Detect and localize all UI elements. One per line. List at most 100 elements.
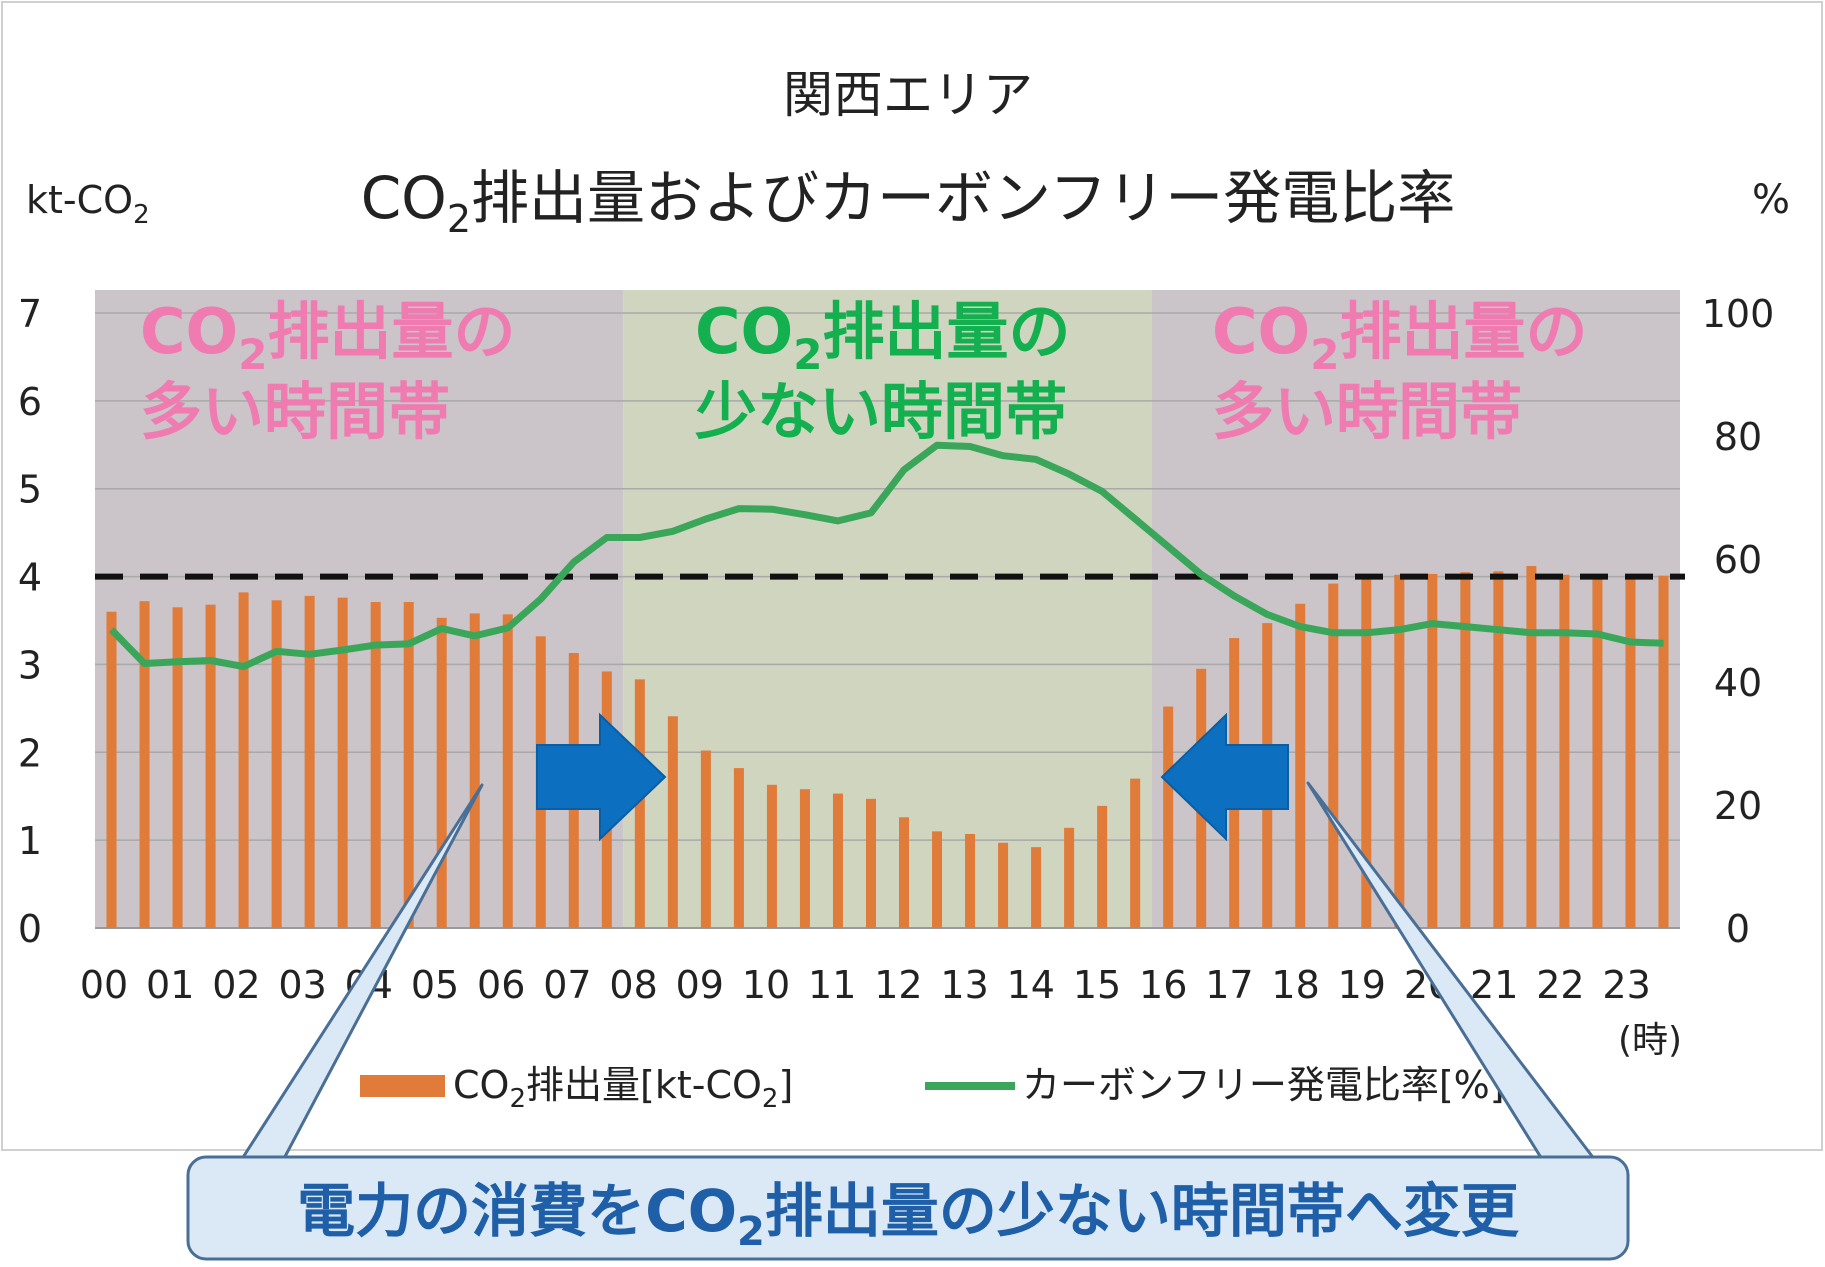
co2-bar-45: [1592, 575, 1603, 928]
y-right-tick-1: 20: [1714, 784, 1762, 828]
legend-bar-co: CO: [453, 1063, 509, 1107]
y-left-unit: kt-CO2: [26, 178, 150, 230]
x-tick-18: 18: [1271, 963, 1319, 1007]
y-right-tick-0: 0: [1726, 907, 1750, 951]
co2-bar-41: [1460, 572, 1471, 928]
x-unit-label: (時): [1618, 1020, 1682, 1061]
x-tick-5: 05: [411, 963, 459, 1007]
x-tick-23: 23: [1602, 963, 1650, 1007]
y-left-unit-sub: 2: [133, 200, 150, 230]
band-label-rest-1: 排出量の: [822, 295, 1070, 368]
y-left-tick-5: 5: [18, 468, 42, 512]
shaded-bands: [95, 290, 1680, 928]
legend-bar-swatch: [360, 1075, 445, 1097]
y-left-tick-4: 4: [18, 556, 42, 600]
co2-bar-42: [1493, 571, 1504, 928]
co2-bar-5: [271, 600, 282, 928]
x-tick-13: 13: [940, 963, 988, 1007]
co2-bar-18: [700, 750, 711, 928]
band-label-line1-1: CO2排出量の: [695, 295, 1070, 379]
x-tick-10: 10: [742, 963, 790, 1007]
y-left-tick-6: 6: [18, 380, 42, 424]
co2-bar-12: [502, 614, 513, 928]
co2-bar-37: [1328, 583, 1339, 928]
x-tick-19: 19: [1338, 963, 1386, 1007]
co2-bar-16: [634, 679, 645, 928]
co2-bar-11: [469, 613, 480, 928]
co2-bar-26: [965, 833, 976, 928]
band-label-co-1: CO: [695, 295, 793, 368]
legend-bar-sub: 2: [509, 1084, 526, 1114]
co2-bar-29: [1064, 827, 1075, 928]
legend-line-label: カーボンフリー発電比率[%]: [1022, 1063, 1505, 1107]
co2-bar-4: [238, 592, 249, 928]
co2-bar-7: [337, 597, 348, 928]
co2-bar-44: [1559, 574, 1570, 928]
co2-bar-36: [1295, 603, 1306, 928]
subtitle-sub: 2: [447, 197, 471, 241]
legend-bar-sub2: 2: [762, 1084, 779, 1114]
carbon-free-ratio-line: [108, 441, 1664, 671]
co2-bar-40: [1427, 573, 1438, 928]
y-left-tick-0: 0: [18, 907, 42, 951]
subtitle-co: CO: [361, 164, 447, 232]
y-left-unit-main: kt-CO: [26, 178, 133, 222]
co2-bar-43: [1526, 566, 1537, 928]
legend-bar-end: ]: [778, 1063, 793, 1107]
co2-bar-23: [865, 798, 876, 928]
x-tick-16: 16: [1139, 963, 1187, 1007]
co2-bar-1: [139, 601, 150, 928]
y-left-tick-1: 1: [18, 819, 42, 863]
co2-bar-20: [766, 784, 777, 928]
x-tick-6: 06: [477, 963, 525, 1007]
subtitle-rest: 排出量およびカーボンフリー発電比率: [471, 164, 1455, 232]
co2-bar-9: [403, 602, 414, 928]
co2-bar-30: [1097, 805, 1108, 928]
x-tick-17: 17: [1205, 963, 1253, 1007]
co2-bar-17: [667, 716, 678, 928]
band-label-line1-2: CO2排出量の: [1212, 295, 1587, 379]
x-tick-21: 21: [1470, 963, 1518, 1007]
band-label-rest-2: 排出量の: [1339, 295, 1587, 368]
band-label-co-0: CO: [140, 295, 238, 368]
band-0: [95, 290, 624, 928]
y-right-tick-4: 80: [1714, 415, 1762, 459]
x-tick-11: 11: [808, 963, 856, 1007]
co2-bar-31: [1130, 778, 1141, 928]
band-label-co-2: CO: [1212, 295, 1310, 368]
y-right-tick-3: 60: [1714, 538, 1762, 582]
callout-box: [186, 1155, 1630, 1261]
co2-bar-6: [304, 595, 315, 928]
x-tick-3: 03: [278, 963, 326, 1007]
x-tick-15: 15: [1073, 963, 1121, 1007]
y-left-tick-7: 7: [18, 292, 42, 336]
y-left-tick-3: 3: [18, 643, 42, 687]
callout-text-rest: 排出量の少ない時間帯へ変更: [765, 1177, 1520, 1245]
co2-bar-0: [106, 611, 117, 928]
chart-title: 関西エリア: [783, 66, 1033, 124]
legend-bar-label: CO2排出量[kt-CO2]: [453, 1063, 793, 1114]
band-label-line2-1: 少ない時間帯: [695, 375, 1067, 448]
x-tick-9: 09: [676, 963, 724, 1007]
co2-bar-8: [370, 602, 381, 928]
co2-bar-10: [436, 617, 447, 928]
band-label-rest-0: 排出量の: [267, 295, 515, 368]
co2-bar-19: [733, 768, 744, 928]
band-label-line2-0: 多い時間帯: [140, 375, 450, 448]
x-tick-2: 02: [212, 963, 260, 1007]
co2-bar-3: [205, 604, 216, 928]
y-left-tick-labels: 0 1 2 3 4 5 6 7: [18, 292, 42, 951]
co2-bar-25: [932, 831, 943, 928]
y-left-tick-2: 2: [18, 731, 42, 775]
left-arrow-icon: [1160, 712, 1289, 842]
x-tick-8: 08: [609, 963, 657, 1007]
x-tick-0: 00: [80, 963, 128, 1007]
co2-bar-27: [998, 842, 1009, 928]
band-1: [623, 290, 1152, 928]
co2-bar-21: [799, 789, 810, 928]
callout-text-sub: 2: [737, 1209, 765, 1255]
callout-text-main: 電力の消費をCO: [297, 1177, 737, 1245]
x-tick-1: 01: [146, 963, 194, 1007]
